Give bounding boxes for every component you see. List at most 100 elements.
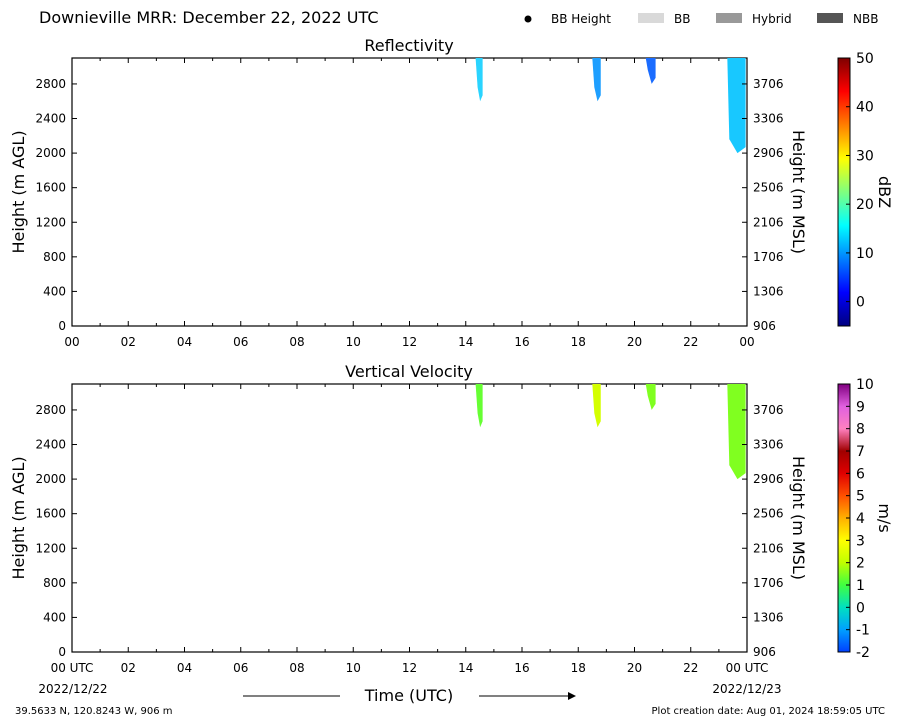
reflectivity-y2label: Height (m MSL) (789, 130, 808, 254)
colorbar-tick-label: 3 (856, 533, 865, 549)
y2-tick-label: 3706 (753, 403, 784, 417)
colorbar-tick-label: 4 (856, 511, 865, 527)
reflectivity-echoes (475, 58, 746, 154)
colorbar-tick-label: 40 (856, 100, 874, 116)
colorbar-tick-label: 0 (856, 295, 865, 311)
x-tick-label: 04 (177, 661, 192, 675)
y-tick-label: 1600 (35, 507, 66, 521)
colorbar-tick-label: 8 (856, 422, 865, 438)
x-tick-label: 14 (458, 335, 473, 349)
x-tick-label: 02 (121, 661, 136, 675)
x-tick-label: 00 (739, 335, 754, 349)
figure-legend: BB Height BB Hybrid NBB (524, 12, 878, 26)
y2-tick-label: 906 (753, 319, 776, 333)
velocity-x-axis: 00 UTC 02 04 06 08 10 12 14 16 18 20 22 00 UTC (51, 384, 769, 675)
x-tick-label: 00 UTC (726, 661, 769, 675)
colorbar-tick-label: 10 (856, 377, 874, 393)
y2-tick-label: 2106 (753, 215, 784, 229)
x-tick-label: 00 UTC (51, 661, 94, 675)
x-tick-label: 16 (514, 335, 529, 349)
y2-tick-label: 2506 (753, 181, 784, 195)
y-tick-label: 0 (58, 319, 66, 333)
colorbar-tick-label: 10 (856, 246, 874, 262)
x-tick-label: 08 (289, 661, 304, 675)
echo-patch (592, 58, 601, 102)
legend-marker (524, 15, 532, 23)
colorbar-tick-label: 30 (856, 148, 874, 164)
y2-tick-label: 3306 (753, 112, 784, 126)
legend-label: BB Height (551, 12, 611, 26)
echo-patch (645, 384, 656, 410)
reflectivity-y2-axis: 906 1306 1706 2106 2506 2906 3306 3706 (742, 77, 784, 333)
legend-label: NBB (853, 12, 878, 26)
x-tick-label: 04 (177, 335, 192, 349)
x-tick-label: 06 (233, 335, 248, 349)
y-tick-label: 1200 (35, 541, 66, 555)
colorbar-gradient (837, 57, 851, 327)
x-tick-label: 06 (233, 661, 248, 675)
dbz-colorbar: 0 10 20 30 40 50 (837, 51, 874, 327)
colorbar-tick-label: 0 (856, 600, 865, 616)
y-tick-label: 2800 (35, 403, 66, 417)
y-tick-label: 2800 (35, 77, 66, 91)
y-tick-label: 1600 (35, 181, 66, 195)
y2-tick-label: 2906 (753, 472, 784, 486)
echo-patch (645, 58, 656, 84)
colorbar-tick-label: 7 (856, 444, 865, 460)
y-tick-label: 400 (43, 284, 66, 298)
legend-swatch (638, 13, 664, 23)
y2-tick-label: 906 (753, 645, 776, 659)
x-tick-label: 20 (627, 661, 642, 675)
y-tick-label: 2000 (35, 472, 66, 486)
y2-tick-label: 2906 (753, 146, 784, 160)
colorbar-tick-label: 5 (856, 489, 865, 505)
echo-patch (475, 58, 483, 102)
x-tick-label: 22 (683, 661, 698, 675)
y-tick-label: 400 (43, 610, 66, 624)
y2-tick-label: 1306 (753, 284, 784, 298)
velocity-y2-axis: 906 1306 1706 2106 2506 2906 3306 3706 (742, 403, 784, 659)
x-tick-label: 02 (121, 335, 136, 349)
legend-swatch (716, 13, 742, 23)
y-tick-label: 2000 (35, 146, 66, 160)
y2-tick-label: 3306 (753, 438, 784, 452)
colorbar-tick-label: -2 (856, 645, 870, 661)
y-tick-label: 800 (43, 576, 66, 590)
colorbar-tick-label: 6 (856, 466, 865, 482)
echo-patch (592, 384, 601, 428)
velocity-ylabel: Height (m AGL) (9, 456, 28, 579)
velocity-panel: Vertical Velocity 00 UTC 02 04 06 08 10 12 14 16… (9, 362, 894, 675)
y-tick-label: 0 (58, 645, 66, 659)
time-xlabel: Time (UTC) (364, 686, 453, 705)
y2-tick-label: 1706 (753, 250, 784, 264)
legend-label: Hybrid (752, 12, 792, 26)
velocity-echoes (475, 384, 746, 480)
echo-patch (475, 384, 483, 428)
reflectivity-panel: Reflectivity 00 02 04 06 08 10 12 14 16 18 20 22 00 … (9, 36, 894, 349)
colorbar-tick-label: 1 (856, 578, 865, 594)
y2-tick-label: 1306 (753, 610, 784, 624)
x-tick-label: 22 (683, 335, 698, 349)
y-tick-label: 2400 (35, 438, 66, 452)
x-tick-label: 12 (402, 335, 417, 349)
legend-label: BB (674, 12, 690, 26)
x-tick-label: 08 (289, 335, 304, 349)
x-tick-label: 18 (571, 335, 586, 349)
velocity-y-axis: 0 400 800 1200 1600 2000 2400 2800 (35, 403, 77, 659)
echo-patch (727, 384, 746, 480)
ms-colorbar-label: m/s (875, 503, 894, 532)
velocity-y2label: Height (m MSL) (789, 456, 808, 580)
x-tick-label: 10 (346, 335, 361, 349)
colorbar-tick-label: 2 (856, 556, 865, 572)
reflectivity-plot-area (71, 57, 748, 327)
x-tick-label: 10 (346, 661, 361, 675)
figure-title: Downieville MRR: December 22, 2022 UTC (39, 8, 379, 27)
y-tick-label: 2400 (35, 112, 66, 126)
y2-tick-label: 2106 (753, 541, 784, 555)
velocity-title: Vertical Velocity (345, 362, 473, 381)
colorbar-tick-label: 9 (856, 399, 865, 415)
x-tick-label: 20 (627, 335, 642, 349)
colorbar-tick-label: 20 (856, 197, 874, 213)
x-tick-label: 12 (402, 661, 417, 675)
